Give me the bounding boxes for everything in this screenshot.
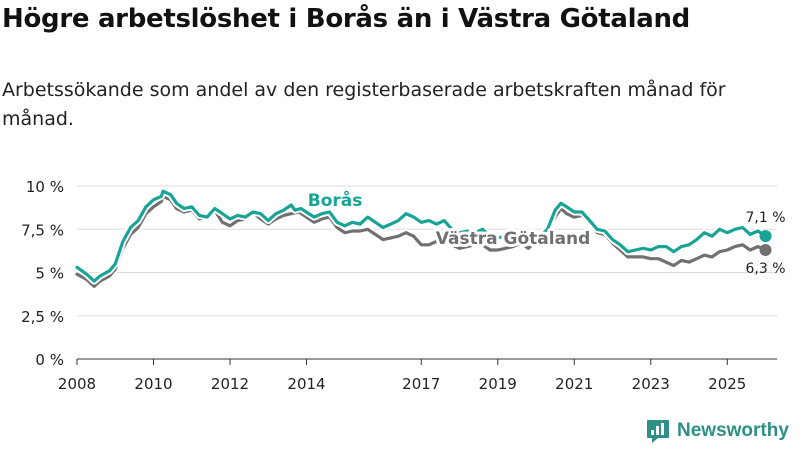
grid-layer: [77, 185, 777, 317]
series-name-label: Borås: [308, 189, 363, 211]
series-layer: [73, 187, 769, 290]
x-tick-label: 2025: [708, 375, 746, 393]
x-tick-label: 2008: [58, 375, 96, 393]
x-tick-label: 2014: [287, 375, 325, 393]
page-subtitle: Arbetssökande som andel av den registerb…: [2, 79, 726, 130]
series-name-label: Västra Götaland: [436, 229, 591, 249]
y-tick-label: 7,5 %: [21, 221, 64, 239]
series-end-point: [759, 230, 772, 243]
series-end-point: [759, 244, 772, 257]
y-tick-label: 10 %: [26, 178, 64, 196]
x-tick-label: 2017: [402, 375, 440, 393]
newsworthy-icon: [647, 420, 669, 443]
x-tick-label: 2023: [632, 375, 670, 393]
brand-logo: Newsworthy: [645, 418, 789, 444]
end-value-label: 7,1 %: [746, 210, 786, 226]
x-tick-label: 2012: [211, 375, 249, 393]
page-title: Högre arbetslöshet i Borås än i Västra G…: [2, 4, 690, 34]
x-tick-label: 2010: [134, 375, 172, 393]
end-value-label: 6,3 %: [746, 261, 786, 277]
x-tick-label: 2021: [555, 375, 593, 393]
x-tick-label: 2019: [479, 375, 517, 393]
y-tick-label: 2,5 %: [21, 308, 64, 326]
series-name-halo: Borås: [308, 189, 363, 211]
series-name-halo: Västra Götaland: [436, 229, 591, 249]
series-line: [75, 189, 768, 283]
x-axis: 2008 2010 2012 2014 2017 2019 2021 2023 2025: [58, 358, 777, 393]
y-axis: 0 % 2,5 % 5 % 7,5 % 10 %: [21, 178, 64, 369]
y-tick-label: 5 %: [35, 265, 64, 283]
y-tick-label: 0 %: [35, 351, 64, 369]
brand-name: Newsworthy: [677, 420, 789, 441]
